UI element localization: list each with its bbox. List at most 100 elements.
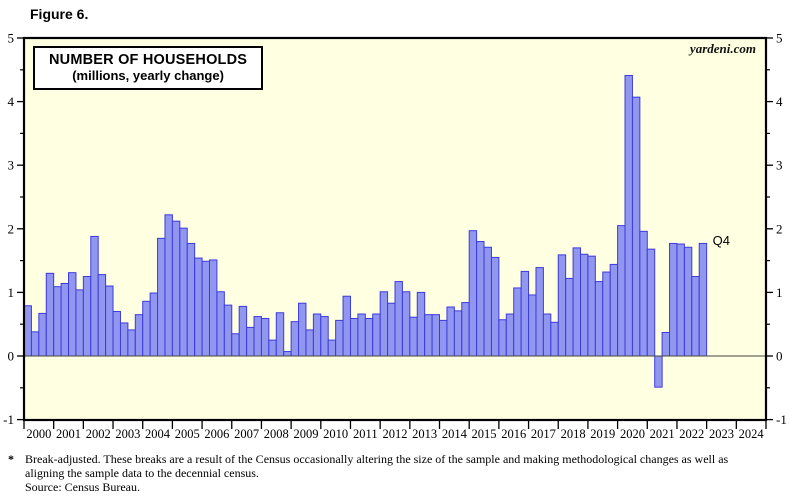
y-axis-label-left: 3 xyxy=(8,158,15,173)
bar xyxy=(127,329,136,357)
y-axis-label-left: 5 xyxy=(8,31,15,46)
bar xyxy=(542,313,552,357)
bar xyxy=(594,281,604,357)
x-axis-year-label: 2015 xyxy=(472,427,497,441)
y-axis-label-left: -1 xyxy=(3,412,14,427)
x-axis-year-label: 2014 xyxy=(442,427,468,441)
bar xyxy=(654,355,663,388)
bar xyxy=(298,302,307,357)
bar xyxy=(164,214,173,357)
x-axis-year-label: 2000 xyxy=(26,427,51,441)
bar xyxy=(461,302,470,357)
bar xyxy=(186,242,196,357)
bar xyxy=(342,295,351,357)
bar xyxy=(268,339,277,357)
x-axis-year-label: 2005 xyxy=(175,427,200,441)
bar xyxy=(305,329,314,357)
bar xyxy=(231,333,240,357)
bar xyxy=(209,259,218,357)
y-axis-label-right: -1 xyxy=(776,412,787,427)
q4-annotation: Q4 xyxy=(712,233,730,249)
x-axis-year-label: 2012 xyxy=(383,427,408,441)
bar xyxy=(119,322,129,357)
x-axis-year-label: 2024 xyxy=(739,427,765,441)
x-axis-year-label: 2007 xyxy=(234,427,259,441)
bar xyxy=(82,276,92,357)
bar xyxy=(624,75,633,357)
bar xyxy=(416,291,426,357)
y-axis-label-right: 1 xyxy=(776,285,783,300)
bar xyxy=(283,351,292,357)
x-axis-year-label: 2023 xyxy=(709,427,734,441)
figure-label: Figure 6. xyxy=(30,6,89,22)
bar xyxy=(557,254,567,357)
bar xyxy=(112,310,121,357)
bar xyxy=(349,317,359,357)
watermark-yardeni-link[interactable]: yardeni.com xyxy=(689,41,756,56)
bar xyxy=(676,243,685,357)
bar xyxy=(38,312,47,357)
bar xyxy=(320,316,329,357)
footnote-lines: Break-adjusted. These breaks are a resul… xyxy=(25,452,728,494)
bar xyxy=(609,263,619,357)
bar xyxy=(30,331,40,357)
bar xyxy=(587,255,596,357)
chart-title-box: NUMBER OF HOUSEHOLDS (millions, yearly c… xyxy=(33,46,264,90)
chart-title: NUMBER OF HOUSEHOLDS xyxy=(49,52,248,68)
bar xyxy=(580,253,589,357)
bar xyxy=(23,305,32,357)
bar xyxy=(409,316,418,357)
x-axis-year-label: 2008 xyxy=(264,427,289,441)
x-axis-year-label: 2017 xyxy=(531,427,556,441)
bar xyxy=(201,260,211,357)
bar xyxy=(75,289,84,357)
bar xyxy=(490,256,500,357)
bar xyxy=(253,316,262,357)
x-axis-year-label: 2019 xyxy=(590,427,615,441)
x-axis-year-label: 2002 xyxy=(86,427,111,441)
bar xyxy=(97,274,107,357)
bar xyxy=(387,302,396,357)
bar xyxy=(528,294,537,357)
bar xyxy=(683,246,693,357)
bar xyxy=(357,313,366,357)
bar xyxy=(60,283,70,357)
bar xyxy=(246,326,255,357)
y-axis-label-right: 0 xyxy=(776,349,783,364)
bar xyxy=(691,276,700,357)
x-axis-year-label: 2004 xyxy=(145,427,171,441)
x-axis-year-label: 2011 xyxy=(353,427,378,441)
bar xyxy=(335,319,344,357)
bar xyxy=(661,331,671,357)
y-axis-label-left: 0 xyxy=(8,349,15,364)
x-axis-year-label: 2009 xyxy=(293,427,318,441)
bar xyxy=(149,292,159,357)
bar xyxy=(483,246,492,357)
y-axis-label-right: 3 xyxy=(776,158,783,173)
y-axis-label-right: 2 xyxy=(776,221,783,236)
x-axis-year-label: 2018 xyxy=(561,427,586,441)
y-axis-label-left: 2 xyxy=(8,221,15,236)
bar xyxy=(194,257,203,357)
y-axis-label-right: 5 xyxy=(776,31,783,46)
bar xyxy=(505,313,515,357)
bar xyxy=(669,242,678,357)
bar xyxy=(453,310,463,357)
bar xyxy=(476,241,485,357)
y-axis-label-right: 4 xyxy=(776,94,783,109)
bar xyxy=(550,321,559,357)
bar xyxy=(223,304,233,357)
y-axis-label-left: 1 xyxy=(8,285,15,300)
bar xyxy=(171,220,181,357)
bar xyxy=(379,291,389,357)
bar xyxy=(602,271,611,357)
x-axis-year-label: 2003 xyxy=(115,427,140,441)
bar xyxy=(364,317,374,357)
bar xyxy=(260,317,270,357)
bar xyxy=(216,291,225,357)
bar xyxy=(275,312,285,357)
bar xyxy=(617,225,626,357)
x-axis-year-label: 2010 xyxy=(323,427,348,441)
bar xyxy=(105,285,114,357)
bar xyxy=(631,96,641,357)
